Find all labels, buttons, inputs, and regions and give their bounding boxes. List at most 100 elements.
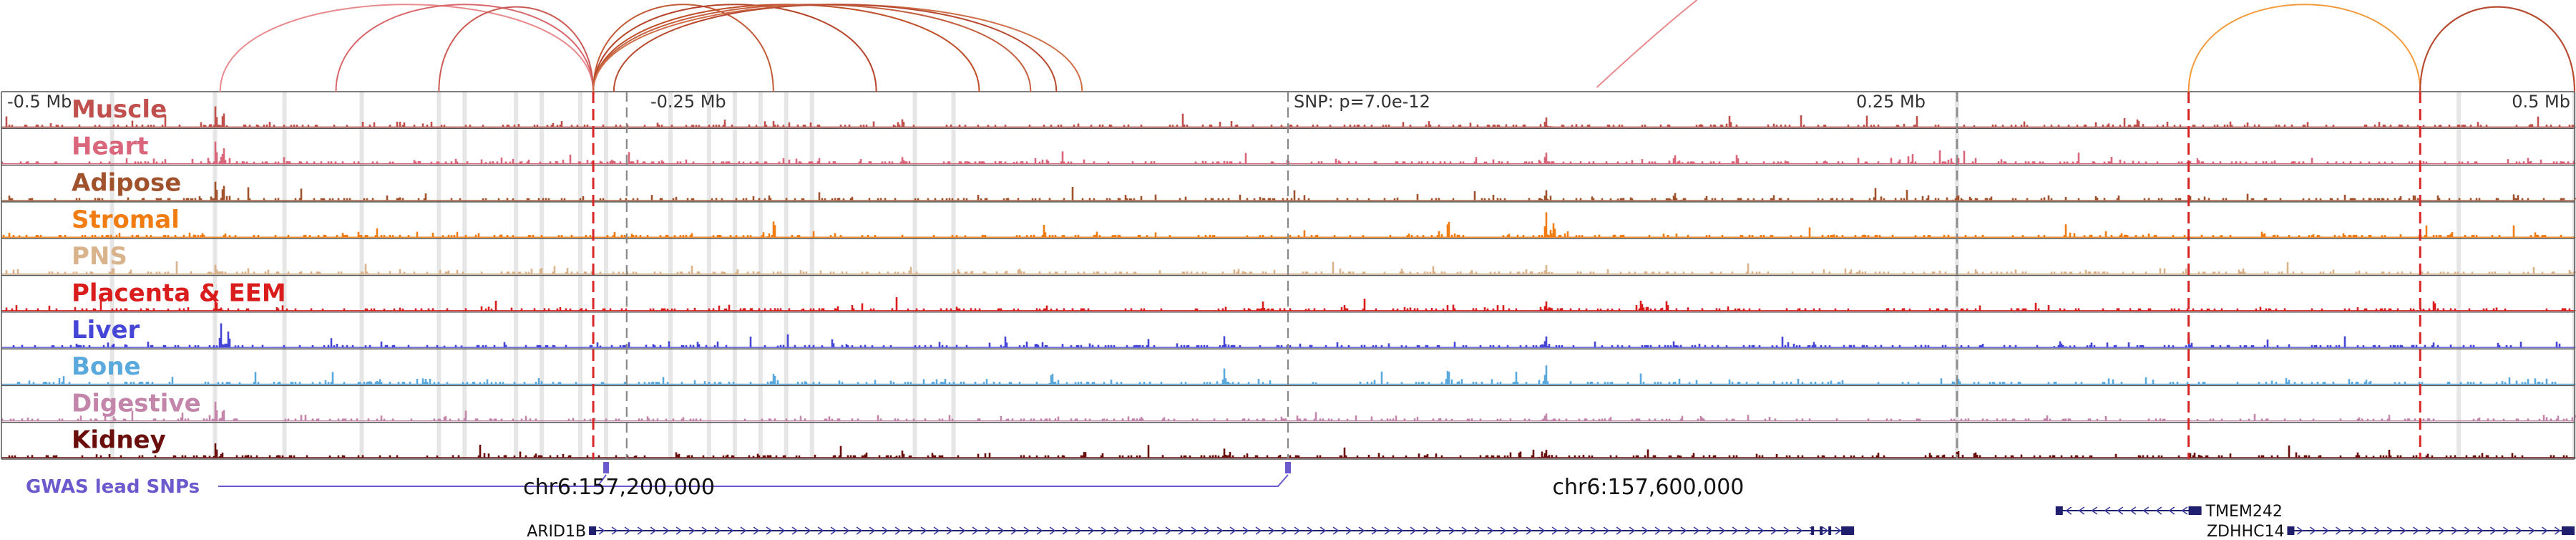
gwas-snp-marker	[1285, 462, 1291, 473]
strand-arrow	[1474, 526, 1481, 535]
strand-arrow	[882, 526, 889, 535]
strand-arrow	[1435, 526, 1443, 535]
track-label: Muscle	[72, 95, 167, 124]
strand-arrow	[2477, 526, 2484, 535]
strand-arrow	[2489, 526, 2497, 535]
strand-arrow	[1487, 526, 1494, 535]
strand-arrow	[1010, 526, 1018, 535]
strand-arrow	[1423, 526, 1430, 535]
strand-arrow	[2528, 526, 2535, 535]
strand-arrow	[2129, 506, 2137, 515]
gene-label: TMEM242	[2205, 503, 2283, 521]
loop-arc	[613, 4, 1058, 92]
strand-arrow	[598, 526, 605, 535]
exon	[1811, 526, 1815, 535]
gene-label: ZDHHC14	[2207, 523, 2284, 537]
track-label: Placenta & EEM	[72, 279, 286, 308]
strand-arrow	[740, 526, 747, 535]
loop-arc	[592, 4, 1083, 92]
strand-arrow	[1513, 526, 1520, 535]
exon	[1820, 526, 1823, 535]
strand-arrow	[933, 526, 940, 535]
strand-arrow	[1461, 526, 1468, 535]
strand-arrow	[1319, 526, 1327, 535]
strand-arrow	[714, 526, 721, 535]
strand-arrow	[2515, 526, 2522, 535]
strand-arrow	[1629, 526, 1636, 535]
strand-arrow	[1590, 526, 1597, 535]
strand-arrow	[1770, 526, 1777, 535]
loop-arc	[592, 4, 774, 92]
strand-arrow	[2425, 526, 2432, 535]
strand-arrow	[675, 526, 683, 535]
strand-arrow	[1088, 526, 1095, 535]
strand-arrow	[856, 526, 863, 535]
strand-arrow	[1693, 526, 1700, 535]
loop-arc	[592, 4, 877, 92]
loop-arc	[2419, 6, 2575, 92]
strand-arrow	[1268, 526, 1275, 535]
strand-arrow	[1384, 526, 1391, 535]
strand-arrow	[1075, 526, 1082, 535]
strand-arrow	[1667, 526, 1674, 535]
strand-arrow	[1345, 526, 1352, 535]
strand-arrow	[2373, 526, 2381, 535]
track-label: Heart	[72, 132, 148, 160]
strand-arrow	[1332, 526, 1340, 535]
exon	[2287, 526, 2295, 535]
track-digestive: Digestive	[1, 385, 2576, 422]
strand-arrow	[1204, 526, 1211, 535]
strand-arrow	[2451, 526, 2458, 535]
track-muscle: Muscle	[1, 91, 2576, 128]
track-label: Bone	[72, 352, 141, 381]
strand-arrow	[650, 526, 657, 535]
axis-tick-label: -0.25 Mb	[650, 92, 726, 112]
strand-arrow	[2438, 526, 2445, 535]
strand-arrow	[869, 526, 876, 535]
strand-arrow	[1641, 526, 1649, 535]
strand-arrow	[727, 526, 734, 535]
strand-arrow	[1706, 526, 1713, 535]
strand-arrow	[1757, 526, 1765, 535]
strand-arrow	[1732, 526, 1739, 535]
strand-arrow	[2554, 526, 2561, 535]
strand-arrow	[1783, 526, 1790, 535]
strand-arrow	[1152, 526, 1159, 535]
genome-coordinate-label: chr6:157,600,000	[1552, 475, 1744, 500]
strand-arrow	[2335, 526, 2342, 535]
strand-arrow	[1745, 526, 1752, 535]
strand-arrow	[779, 526, 786, 535]
strand-arrow	[2361, 526, 2368, 535]
exon	[2188, 506, 2202, 515]
strand-arrow	[1229, 526, 1236, 535]
gwas-label: GWAS lead SNPs	[26, 476, 200, 498]
track-placenta-eem: Placenta & EEM	[1, 274, 2576, 312]
strand-arrow	[1538, 526, 1546, 535]
strand-arrow	[946, 526, 953, 535]
strand-arrow	[1500, 526, 1507, 535]
strand-arrow	[1410, 526, 1417, 535]
gene-zdhhc14: ZDHHC14	[2207, 523, 2575, 540]
strand-arrow	[1835, 526, 1842, 535]
track-label: PNS	[72, 242, 127, 271]
strand-arrow	[611, 526, 618, 535]
strand-arrow	[2155, 506, 2162, 515]
strand-arrow	[1255, 526, 1262, 535]
strand-arrow	[2322, 526, 2329, 535]
strand-arrow	[766, 526, 773, 535]
strand-arrow	[843, 526, 850, 535]
strand-arrow	[1126, 526, 1133, 535]
strand-arrow	[1397, 526, 1404, 535]
strand-arrow	[1242, 526, 1249, 535]
strand-arrow	[1307, 526, 1314, 535]
loop-arc	[592, 4, 980, 92]
exon	[1841, 526, 1855, 535]
strand-arrow	[1191, 526, 1198, 535]
strand-arrow	[2142, 506, 2150, 515]
strand-arrow	[1654, 526, 1662, 535]
exon	[2562, 526, 2575, 535]
exon	[2055, 506, 2063, 515]
strand-arrow	[2399, 526, 2406, 535]
strand-arrow	[959, 526, 966, 535]
loop-arc	[438, 6, 595, 92]
